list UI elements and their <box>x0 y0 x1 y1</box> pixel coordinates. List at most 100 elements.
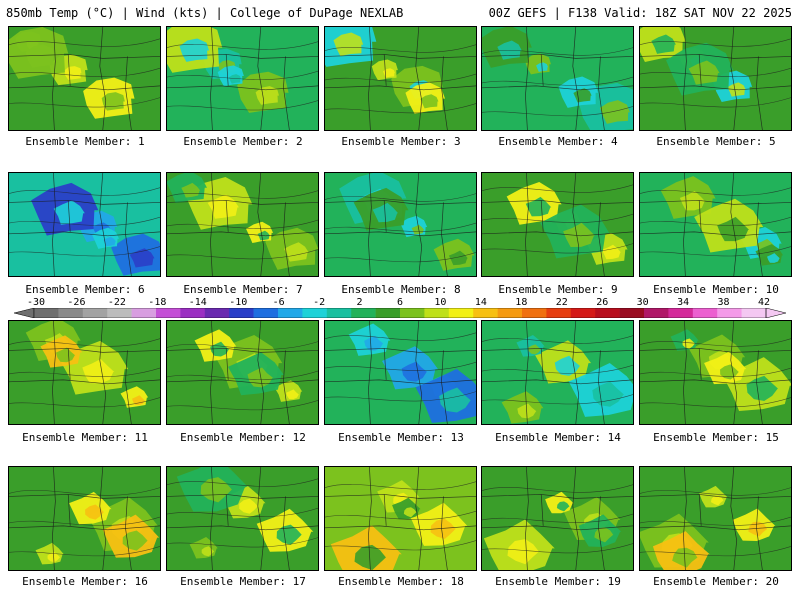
state-border <box>283 202 290 276</box>
temperature-region <box>710 495 724 506</box>
state-border <box>325 200 476 205</box>
contour-line <box>482 364 633 374</box>
colorbar-tick-label: 38 <box>717 297 730 308</box>
colorbar-swatch <box>302 308 328 318</box>
ensemble-panel-19 <box>481 466 634 571</box>
colorbar-tick-label: -10 <box>229 297 248 308</box>
state-border <box>525 27 529 130</box>
state-border <box>368 173 372 276</box>
contour-line <box>640 516 791 526</box>
temperature-region <box>64 66 82 80</box>
state-border <box>525 321 529 424</box>
state-border <box>640 54 791 59</box>
state-border <box>525 467 529 570</box>
temperature-region <box>55 347 76 363</box>
temperature-region <box>528 344 541 355</box>
state-border <box>441 496 448 570</box>
colorbar-tick-label: 2 <box>356 297 363 308</box>
contour-line <box>325 332 476 341</box>
state-border <box>640 494 791 499</box>
temperature-region <box>25 44 55 68</box>
colorbar-tick-label: -14 <box>188 297 207 308</box>
contour-line <box>640 38 791 47</box>
state-border <box>167 54 318 59</box>
contour-line <box>640 487 791 496</box>
contour-line <box>640 367 791 377</box>
colorbar-swatch <box>375 308 401 318</box>
state-border <box>167 494 318 499</box>
colorbar-tick-label: -6 <box>272 297 285 308</box>
state-border <box>67 200 71 232</box>
colorbar-swatch <box>741 308 767 318</box>
contour-line <box>9 246 160 257</box>
colorbar-swatch <box>644 308 669 318</box>
contour-line <box>167 190 318 199</box>
colorbar-swatch <box>82 308 108 318</box>
contour-line <box>482 513 633 523</box>
contour-line <box>325 391 476 402</box>
state-border <box>368 27 372 130</box>
temperature-region <box>255 86 280 105</box>
member-label: Ensemble Member: 16 <box>22 575 148 588</box>
temperature-region <box>85 504 104 520</box>
member-label: Ensemble Member: 4 <box>498 135 618 148</box>
contour-line <box>640 397 791 408</box>
colorbar-swatch <box>692 308 718 318</box>
state-border <box>325 379 476 385</box>
colorbar-tick-label: 34 <box>677 297 690 308</box>
state-border <box>572 321 580 424</box>
colorbar-swatch <box>595 308 620 318</box>
state-border <box>9 348 160 353</box>
ensemble-panel-15 <box>639 320 792 425</box>
state-border <box>99 173 107 276</box>
colorbar-tick-label: 30 <box>636 297 649 308</box>
contour-line <box>9 216 160 226</box>
state-border <box>482 85 633 91</box>
state-border <box>482 231 633 237</box>
ensemble-panel-1 <box>8 26 161 131</box>
state-border <box>210 173 214 276</box>
colorbar-swatch <box>717 308 742 318</box>
temperature-region <box>354 544 387 570</box>
contour-line <box>640 67 791 77</box>
contour-line <box>9 187 160 196</box>
temperature-region <box>430 518 456 540</box>
temperature-region <box>283 242 309 262</box>
state-border <box>325 494 476 499</box>
state-border <box>52 321 56 424</box>
colorbar-tick-label: -2 <box>313 297 326 308</box>
colorbar-tick-label: 42 <box>757 297 771 308</box>
member-label: Ensemble Member: 13 <box>338 431 464 444</box>
state-border <box>9 379 160 385</box>
state-border <box>167 231 318 237</box>
state-border <box>52 27 56 130</box>
colorbar-swatch <box>58 308 84 318</box>
state-border <box>482 348 633 353</box>
contour-line <box>9 546 160 557</box>
temperature-region <box>129 248 155 268</box>
colorbar-arrow-right <box>765 308 786 318</box>
colorbar-tick-label: -22 <box>107 297 126 308</box>
contour-line <box>325 103 476 114</box>
state-border <box>441 56 448 130</box>
temperature-region <box>448 250 468 266</box>
member-label: Ensemble Member: 10 <box>653 283 779 296</box>
temperature-region <box>599 100 630 124</box>
contour-line <box>167 219 318 229</box>
temperature-region <box>439 387 471 413</box>
member-label: Ensemble Member: 14 <box>495 431 621 444</box>
state-border <box>640 525 791 531</box>
ensemble-panel-10 <box>639 172 792 277</box>
contour-line <box>325 222 476 232</box>
temperature-region <box>364 335 384 351</box>
contour-line <box>9 67 160 77</box>
temperature-region <box>720 364 739 380</box>
state-border <box>756 56 763 130</box>
contour-line <box>9 516 160 526</box>
state-border <box>698 200 702 232</box>
state-border <box>9 85 160 91</box>
state-border <box>525 173 529 276</box>
member-label: Ensemble Member: 6 <box>25 283 145 296</box>
temperature-region <box>556 501 570 512</box>
contour-line <box>325 510 476 520</box>
